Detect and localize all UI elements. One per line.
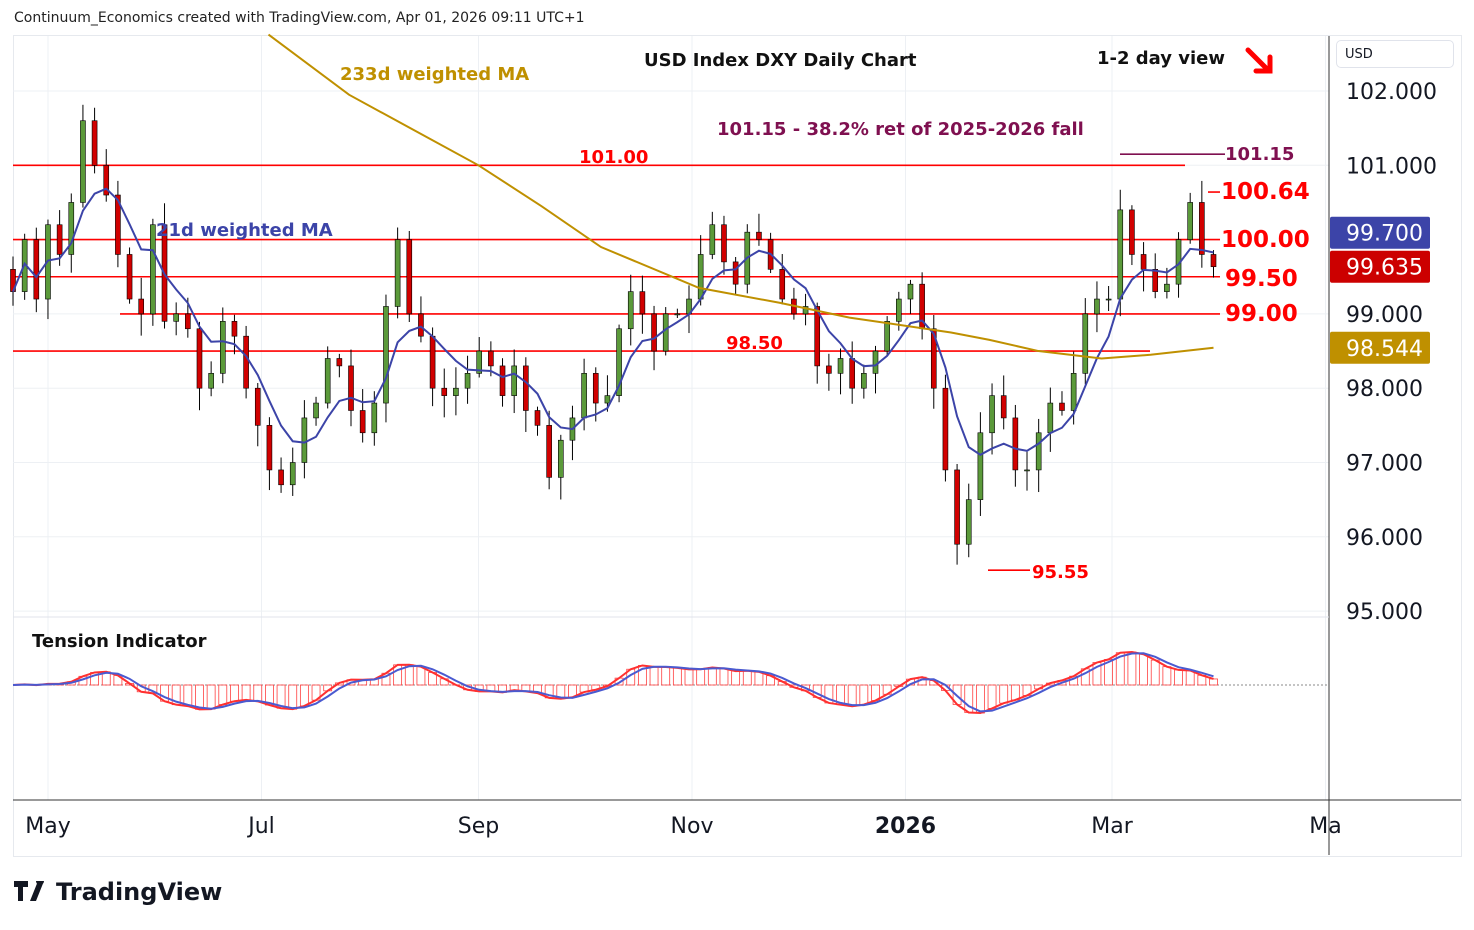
tradingview-logo-icon <box>14 881 44 901</box>
tradingview-logo[interactable]: TradingView <box>14 878 222 906</box>
brand-name: TradingView <box>56 878 223 906</box>
chart-header: Continuum_Economics created with Trading… <box>14 10 585 26</box>
chart-frame <box>13 35 1462 857</box>
currency-button[interactable]: USD <box>1336 40 1454 68</box>
